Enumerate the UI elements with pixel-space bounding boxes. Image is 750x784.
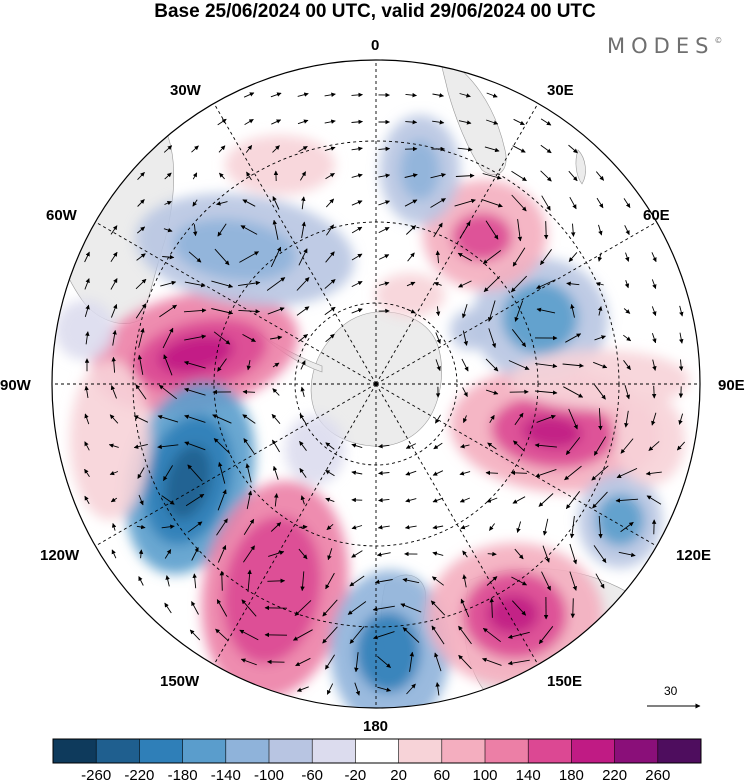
colorbar-tick-label: -180 — [168, 767, 198, 784]
colorbar-tick-label: 220 — [602, 767, 627, 784]
wind-arrow — [488, 554, 497, 555]
meridian-label-120e: 120E — [676, 547, 711, 564]
colorbar-tick-label: -140 — [211, 767, 241, 784]
meridian-label-0: 0 — [371, 37, 379, 54]
colorbar-tick-label: -220 — [124, 767, 154, 784]
reference-vector-label: 30 — [664, 684, 677, 698]
colorbar-swatch — [96, 739, 140, 763]
meridian-label-60e: 60E — [643, 207, 670, 224]
colorbar-tick-label: 140 — [516, 767, 541, 784]
map-title: Base 25/06/2024 00 UTC, valid 29/06/2024… — [0, 0, 750, 24]
logo-text: MODES — [607, 34, 714, 58]
wind-arrow — [243, 392, 255, 393]
wind-arrow — [486, 473, 498, 474]
meridian-label-90e: 90E — [718, 377, 745, 394]
anomaly-blob — [55, 300, 115, 360]
colorbar-swatch — [226, 739, 269, 763]
wind-arrow — [267, 581, 284, 582]
anomaly-blob — [615, 395, 685, 485]
meridian-label-30w: 30W — [170, 82, 201, 99]
anomaly-blob — [225, 135, 335, 195]
meridian-label-180: 180 — [363, 718, 388, 735]
colorbar-tick-label: -20 — [345, 767, 367, 784]
colorbar-swatch — [571, 739, 615, 763]
colorbar-tick-label: 100 — [472, 767, 497, 784]
colorbar-swatch — [442, 739, 486, 763]
colorbar-swatch — [269, 739, 313, 763]
colorbar-tick-label: -260 — [81, 767, 111, 784]
colorbar — [53, 739, 701, 763]
colorbar-tick-label: 260 — [645, 767, 670, 784]
colorbar-swatch — [485, 739, 529, 763]
meridian-label-120w: 120W — [40, 547, 79, 564]
meridian-label-150e: 150E — [547, 673, 582, 690]
pole-marker — [374, 382, 378, 386]
colorbar-swatch — [615, 739, 659, 763]
wind-arrow — [222, 571, 223, 590]
colorbar-swatch — [53, 739, 97, 763]
wind-arrow — [573, 598, 574, 617]
colorbar-swatch — [139, 739, 183, 763]
colorbar-tick-label: -100 — [254, 767, 284, 784]
colorbar-swatch — [312, 739, 356, 763]
anomaly-blob — [596, 494, 644, 546]
meridian-label-60w: 60W — [46, 207, 77, 224]
modes-logo: MODES© — [607, 34, 722, 58]
anomaly-blob — [356, 612, 420, 692]
colorbar-swatch — [355, 739, 399, 763]
wind-arrow — [654, 386, 655, 398]
logo-mark: © — [714, 36, 722, 45]
meridian-label-30e: 30E — [547, 82, 574, 99]
colorbar-tick-label: 180 — [559, 767, 584, 784]
wind-arrow — [299, 527, 307, 528]
anomaly-blob — [285, 415, 345, 485]
colorbar-tick-label: -60 — [301, 767, 323, 784]
colorbar-swatch — [399, 739, 443, 763]
colorbar-swatch — [528, 739, 572, 763]
meridian-label-150w: 150W — [160, 673, 199, 690]
wind-arrow — [546, 221, 547, 239]
meridian-label-90w: 90W — [0, 377, 31, 394]
colorbar-swatch — [183, 739, 227, 763]
colorbar-tick-label: 60 — [433, 767, 450, 784]
wind-arrow — [511, 473, 527, 474]
colorbar-tick-label: 20 — [390, 767, 407, 784]
anomaly-blob — [502, 282, 578, 354]
anomaly-blob — [487, 594, 539, 634]
colorbar-swatch — [658, 739, 702, 763]
